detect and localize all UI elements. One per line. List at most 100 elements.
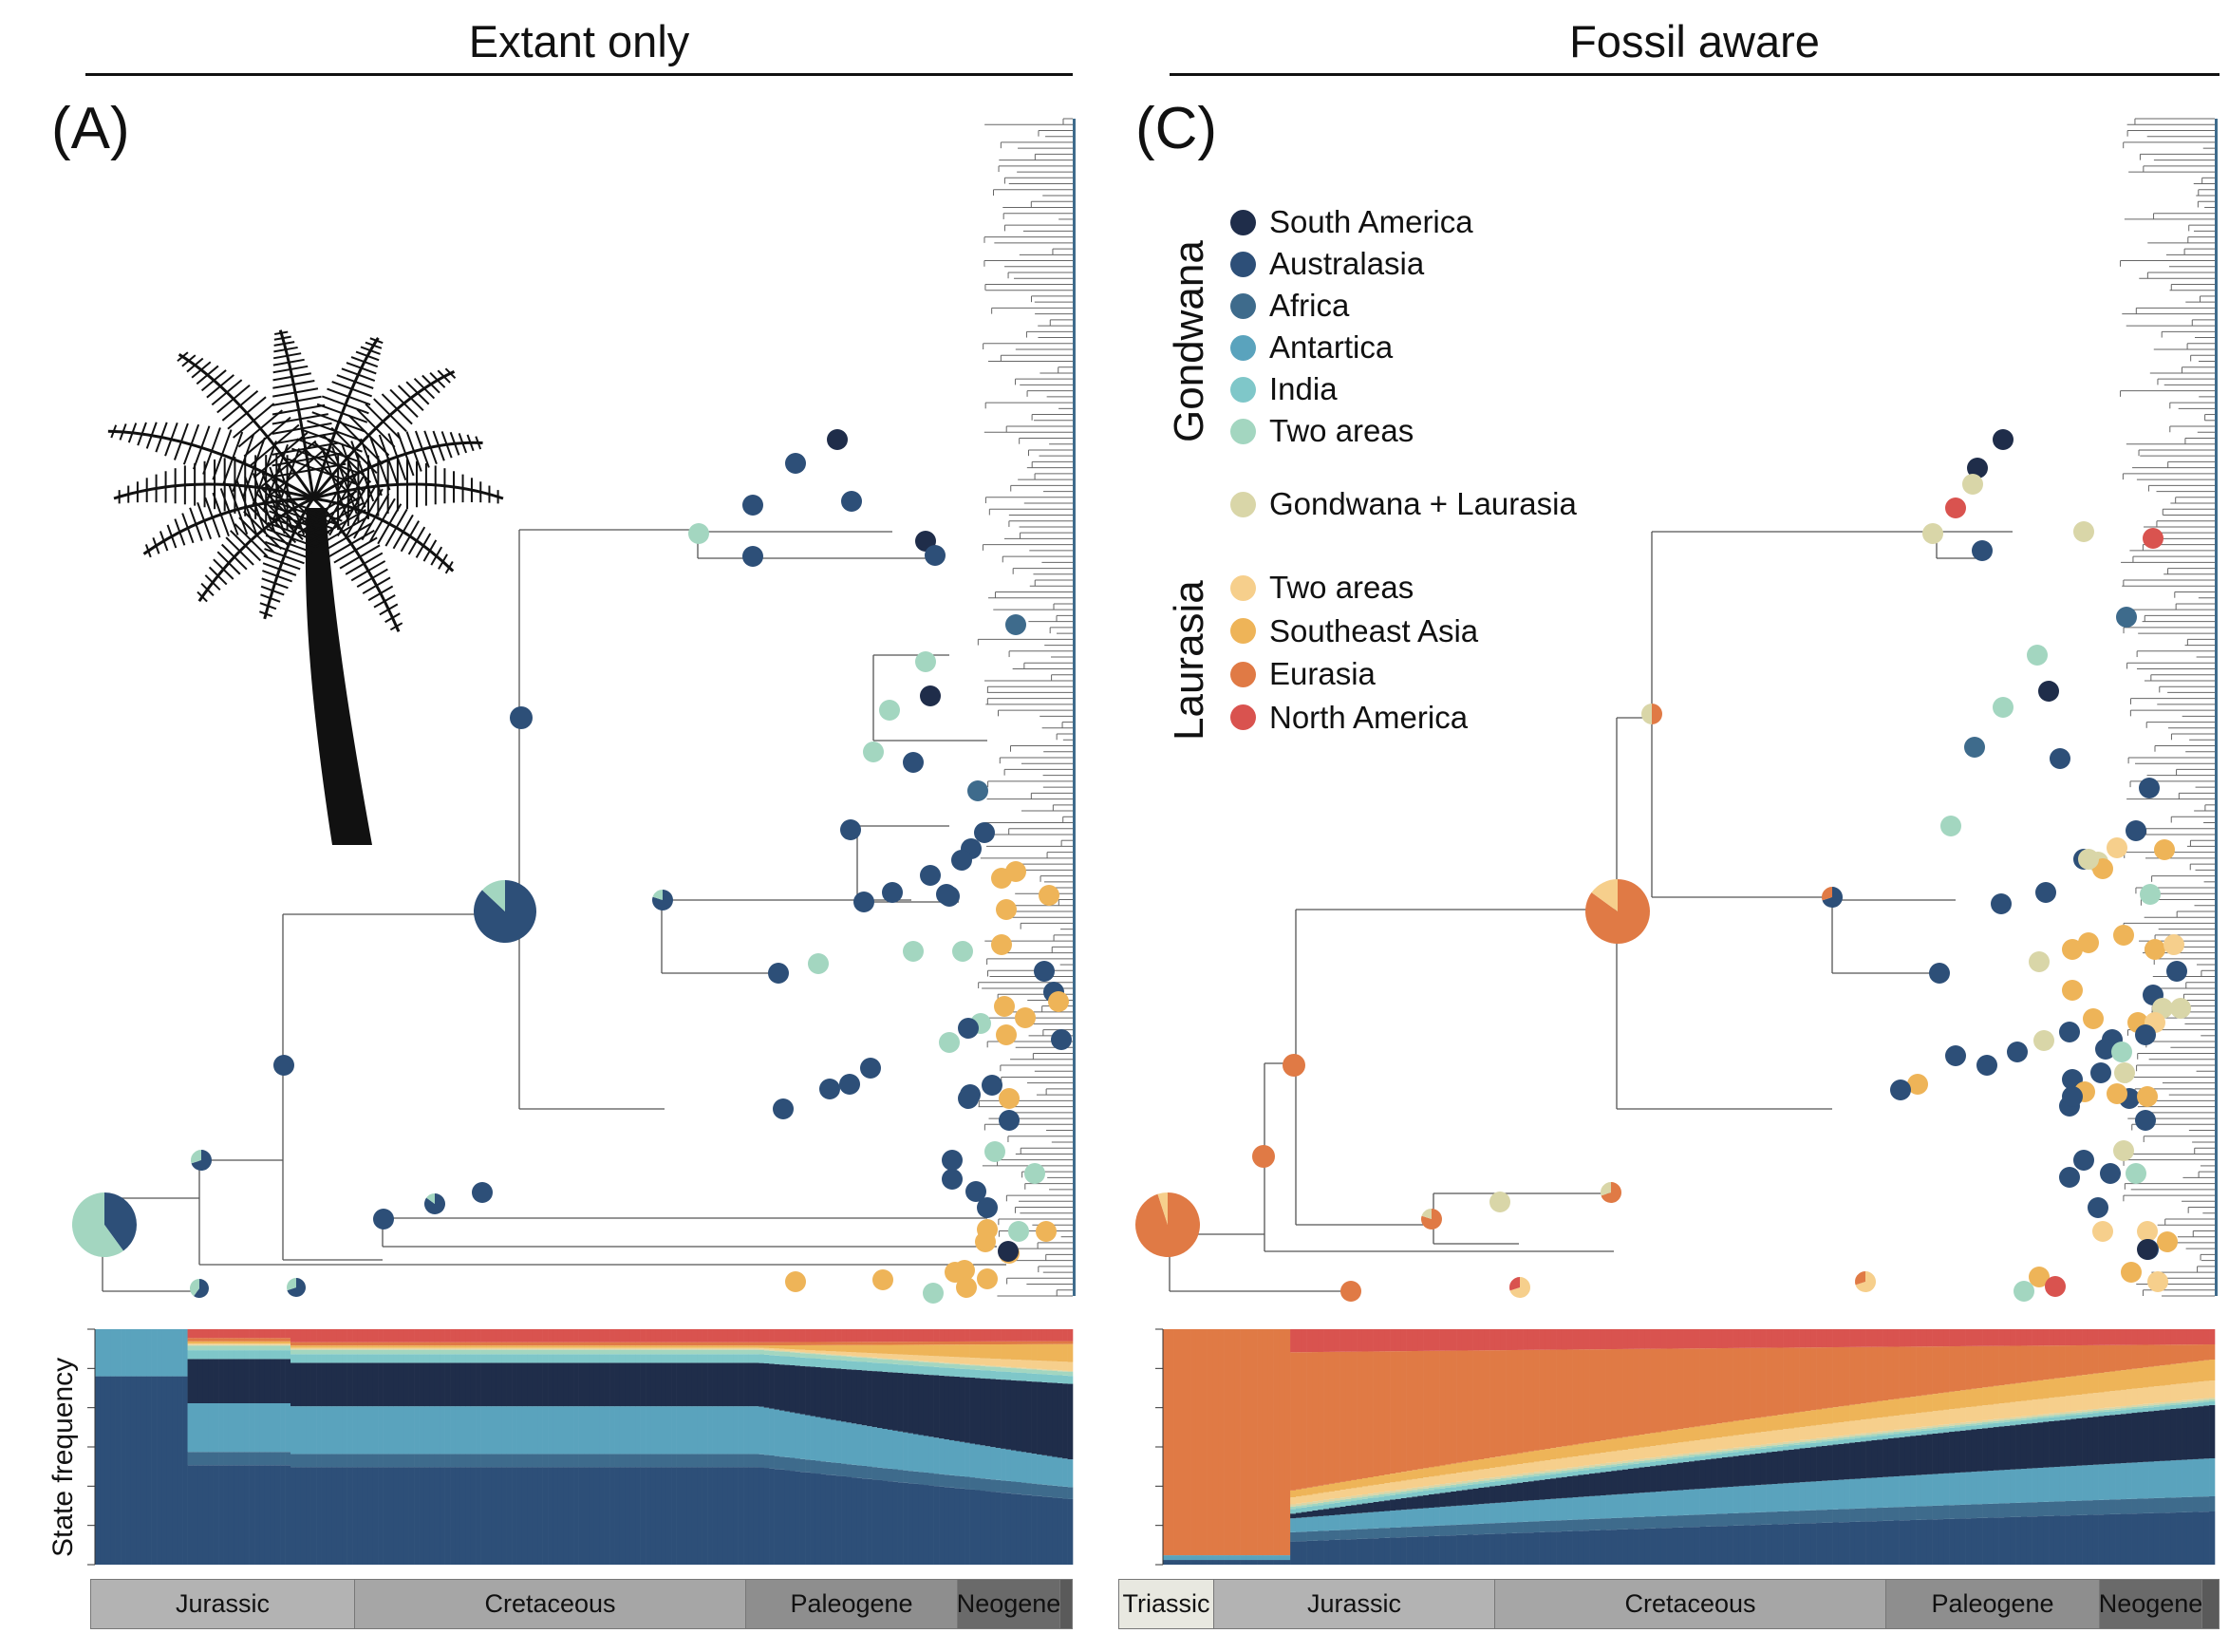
palm-leaflet	[350, 441, 375, 502]
frequency-band	[1871, 1346, 1878, 1402]
frequency-band	[1920, 1346, 1928, 1396]
frequency-band	[280, 1452, 286, 1466]
frequency-band	[352, 1342, 358, 1346]
frequency-band	[1899, 1398, 1905, 1416]
frequency-band	[1838, 1436, 1845, 1438]
frequency-band	[912, 1361, 919, 1366]
frequency-band	[897, 1364, 904, 1373]
frequency-band	[1954, 1473, 1961, 1506]
frequency-band	[347, 1348, 353, 1350]
frequency-band	[733, 1345, 739, 1348]
frequency-band	[933, 1486, 940, 1565]
frequency-band	[1899, 1415, 1905, 1430]
frequency-band	[578, 1362, 585, 1407]
frequency-band	[372, 1362, 379, 1407]
frequency-band	[753, 1467, 759, 1565]
frequency-band	[589, 1329, 595, 1342]
frequency-band	[1550, 1520, 1557, 1532]
frequency-band	[1816, 1523, 1823, 1565]
frequency-band	[614, 1362, 621, 1407]
frequency-band	[1318, 1530, 1324, 1541]
frequency-band	[1943, 1505, 1950, 1519]
frequency-band	[2043, 1417, 2050, 1422]
frequency-band	[831, 1462, 836, 1475]
pie-slice	[510, 706, 533, 729]
frequency-band	[1600, 1349, 1606, 1441]
frequency-band	[1666, 1515, 1673, 1529]
frequency-band	[2153, 1410, 2160, 1462]
frequency-band	[512, 1354, 517, 1363]
frequency-band	[1561, 1457, 1568, 1469]
ancestral-state-pie	[827, 429, 848, 450]
frequency-band	[1527, 1476, 1535, 1482]
frequency-band	[496, 1349, 502, 1355]
pie-slice	[879, 700, 900, 721]
frequency-band	[440, 1349, 445, 1355]
frequency-band	[2032, 1417, 2038, 1419]
frequency-band	[1998, 1517, 2005, 1565]
frequency-band	[2082, 1375, 2089, 1395]
frequency-band	[604, 1329, 610, 1342]
frequency-band	[1943, 1392, 1950, 1410]
frequency-band	[1916, 1427, 1922, 1430]
frequency-band	[573, 1362, 579, 1407]
pie-slice	[920, 685, 941, 706]
frequency-band	[635, 1347, 641, 1349]
frequency-band	[995, 1359, 1002, 1366]
frequency-band	[1511, 1454, 1518, 1465]
frequency-band	[2098, 1408, 2105, 1411]
frequency-band	[193, 1359, 198, 1404]
frequency-band	[512, 1454, 517, 1468]
frequency-band	[712, 1467, 719, 1565]
frequency-band	[1478, 1483, 1485, 1489]
ancestral-state-pie	[2038, 681, 2059, 702]
frequency-band	[676, 1345, 683, 1348]
frequency-band	[933, 1375, 940, 1438]
frequency-band	[1971, 1429, 1977, 1473]
frequency-band	[1766, 1431, 1772, 1444]
frequency-band	[1339, 1481, 1346, 1491]
frequency-band	[1727, 1347, 1733, 1422]
frequency-band	[2076, 1329, 2083, 1346]
frequency-band	[1373, 1497, 1379, 1502]
frequency-band	[1733, 1525, 1739, 1565]
frequency-band	[856, 1361, 863, 1370]
frequency-band	[990, 1365, 996, 1367]
frequency-band	[2143, 1344, 2149, 1368]
frequency-band	[1826, 1440, 1833, 1446]
frequency-band	[506, 1347, 513, 1349]
frequency-band	[2120, 1463, 2126, 1500]
frequency-band	[1589, 1441, 1596, 1455]
frequency-band	[187, 1344, 194, 1346]
frequency-band	[557, 1349, 564, 1355]
frequency-band	[1711, 1452, 1717, 1455]
frequency-band	[650, 1348, 657, 1350]
frequency-band	[2137, 1329, 2144, 1345]
frequency-band	[1677, 1515, 1684, 1528]
pie-slice	[999, 1110, 1020, 1131]
frequency-band	[1594, 1349, 1601, 1442]
frequency-band	[1306, 1352, 1313, 1488]
pie-slice	[1048, 991, 1069, 1012]
frequency-band	[455, 1348, 461, 1350]
frequency-band	[274, 1465, 281, 1565]
frequency-band	[867, 1329, 872, 1342]
frequency-band	[1433, 1493, 1440, 1508]
frequency-band	[187, 1338, 194, 1342]
frequency-band	[1727, 1452, 1733, 1457]
ancestral-state-pie	[2107, 1083, 2127, 1104]
frequency-band	[367, 1354, 374, 1363]
frequency-band	[568, 1406, 574, 1455]
frequency-band	[948, 1362, 955, 1364]
frequency-band	[1627, 1436, 1634, 1450]
frequency-band	[1367, 1529, 1374, 1539]
frequency-band	[228, 1403, 234, 1453]
frequency-band	[326, 1467, 332, 1565]
frequency-band	[347, 1467, 353, 1565]
frequency-band	[218, 1343, 224, 1345]
frequency-band	[1949, 1427, 1956, 1433]
pie-slice	[2033, 1030, 2054, 1051]
frequency-band	[342, 1354, 347, 1363]
frequency-band	[393, 1347, 400, 1349]
frequency-band	[476, 1329, 481, 1342]
